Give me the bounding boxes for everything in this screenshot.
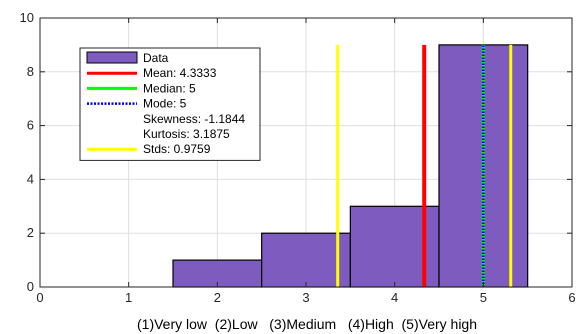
- x-axis-label: (1)Very low (2)Low (3)Medium (4)High (5)…: [137, 316, 477, 332]
- y-tick-label: 2: [27, 225, 34, 240]
- x-tick-label: 4: [391, 290, 398, 305]
- legend-label: Mode: 5: [143, 97, 187, 111]
- legend-label: Kurtosis: 3.1875: [143, 127, 230, 141]
- statistic-lines: [336, 44, 513, 287]
- x-tick-label: 3: [302, 290, 309, 305]
- x-tick-label: 0: [36, 290, 43, 305]
- x-tick-label: 6: [568, 290, 575, 305]
- y-tick-label: 0: [27, 279, 34, 294]
- y-tick-label: 8: [27, 64, 34, 79]
- legend-label: Stds: 0.9759: [143, 142, 211, 156]
- legend-label: Median: 5: [143, 81, 196, 95]
- x-tick-label: 5: [480, 290, 487, 305]
- legend-swatch-data: [86, 51, 138, 64]
- x-tick-label: 1: [125, 290, 132, 305]
- legend-label: Mean: 4.3333: [143, 66, 217, 80]
- legend-label: Skewness: -1.1844: [143, 112, 245, 126]
- x-tick-label: 2: [214, 290, 221, 305]
- axis-ticks: 0 1 2 3 4 5 6 0 2 4 6 8 10: [20, 10, 576, 305]
- y-tick-label: 6: [27, 118, 34, 133]
- y-tick-label: 4: [27, 171, 34, 186]
- y-tick-label: 10: [20, 10, 34, 25]
- legend-label: Data: [143, 51, 169, 65]
